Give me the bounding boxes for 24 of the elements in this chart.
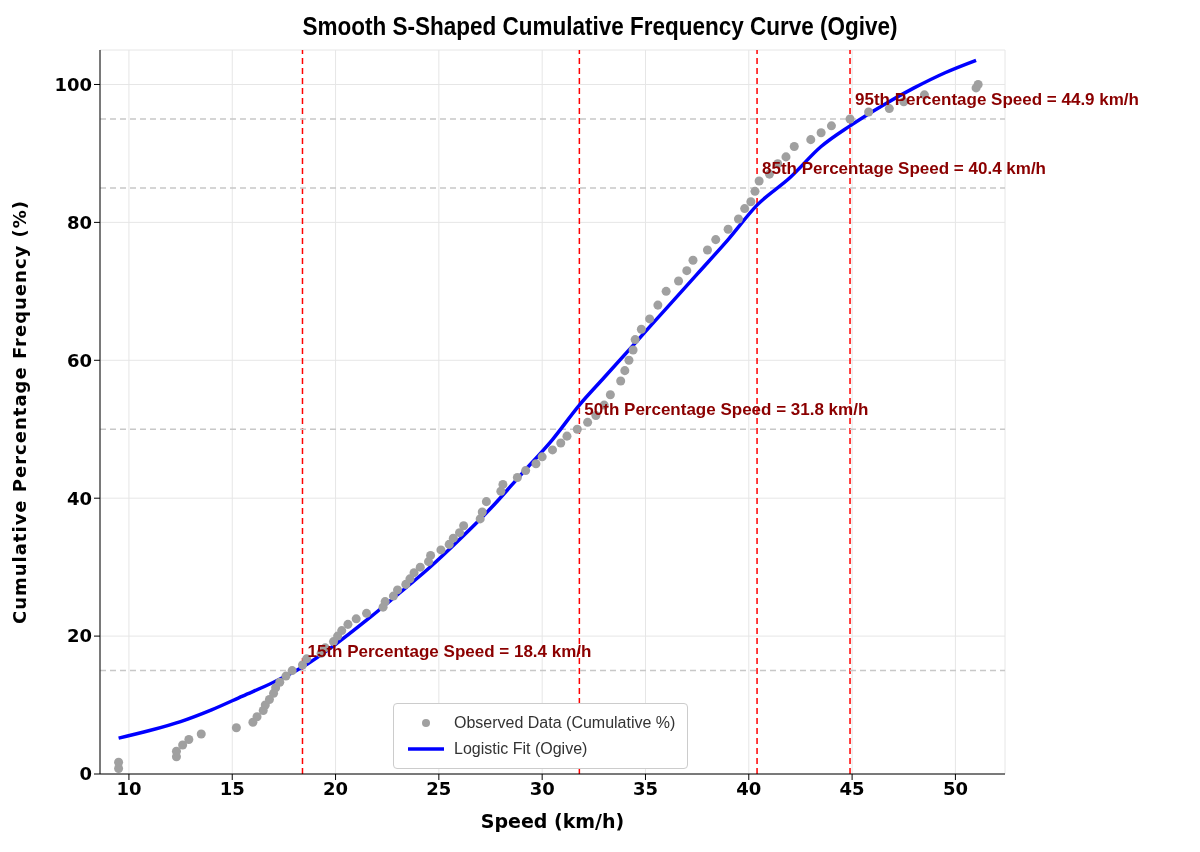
y-axis-title: Cumulative Percentage Frequency (%) (9, 199, 31, 625)
x-tick-label: 20 (323, 777, 349, 799)
annotation: 50th Percentage Speed = 31.8 km/h (584, 400, 869, 420)
y-tick-label: 20 (66, 625, 92, 647)
annotation: 15th Percentage Speed = 18.4 km/h (307, 641, 592, 661)
y-tick-label: 60 (66, 349, 92, 371)
legend-label: Logistic Fit (Ogive) (454, 740, 588, 758)
x-tick-label: 50 (942, 777, 968, 799)
y-tick-label: 100 (54, 73, 92, 95)
annotation: 95th Percentage Speed = 44.9 km/h (855, 89, 1139, 109)
annotation: 85th Percentage Speed = 40.4 km/h (762, 158, 1046, 178)
x-tick-label: 30 (529, 777, 555, 799)
y-tick-label: 0 (79, 763, 92, 785)
chart-title: Smooth S-Shaped Cumulative Frequency Curve (Ogive) (301, 11, 899, 42)
x-tick-label: 15 (219, 777, 245, 799)
x-axis-title: Speed (km/h) (480, 810, 625, 832)
y-tick-label: 40 (66, 487, 92, 509)
x-tick-label: 25 (426, 777, 452, 799)
x-tick-label: 40 (736, 777, 762, 799)
y-tick-label: 80 (66, 211, 92, 233)
x-tick-label: 10 (116, 777, 142, 799)
legend-label: Observed Data (Cumulative %) (454, 714, 676, 732)
x-tick-label: 45 (839, 777, 865, 799)
x-tick-label: 35 (632, 777, 659, 799)
